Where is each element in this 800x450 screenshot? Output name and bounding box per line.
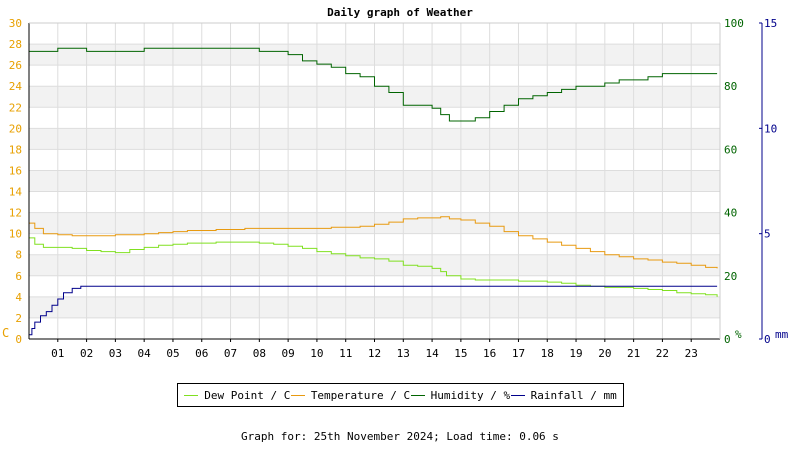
x-tick-label: 13 xyxy=(397,347,410,360)
y-tick-label-rain: 5 xyxy=(764,228,771,241)
y-tick-label-humidity: 100 xyxy=(724,17,744,30)
x-tick-label: 10 xyxy=(310,347,323,360)
series-line-temperature-c xyxy=(29,216,718,269)
legend: Dew Point / C Temperature / C Humidity / %… xyxy=(177,383,624,407)
y-tick-label-humidity: 80 xyxy=(724,80,737,93)
legend-label: Humidity / % xyxy=(430,388,511,402)
y-tick-label-left: 22 xyxy=(9,101,22,114)
left-axis-unit-label: C xyxy=(2,326,9,340)
y-tick-label-left: 16 xyxy=(9,164,22,177)
series-line-humidity xyxy=(29,47,718,122)
x-tick-label: 20 xyxy=(598,347,611,360)
x-tick-label: 15 xyxy=(454,347,467,360)
y-tick-label-left: 28 xyxy=(9,38,22,51)
x-tick-label: 02 xyxy=(80,347,93,360)
y-tick-label-left: 20 xyxy=(9,122,22,135)
x-tick-label: 11 xyxy=(339,347,352,360)
x-tick-label: 17 xyxy=(512,347,525,360)
y-tick-label-left: 8 xyxy=(15,249,22,262)
legend-swatch xyxy=(410,394,425,396)
x-tick-label: 12 xyxy=(368,347,381,360)
x-tick-label: 07 xyxy=(224,347,237,360)
y-tick-label-humidity: 20 xyxy=(724,270,737,283)
x-tick-label: 19 xyxy=(569,347,582,360)
x-tick-label: 14 xyxy=(425,347,439,360)
humidity-axis-unit-label: % xyxy=(735,328,742,341)
y-tick-label-left: 6 xyxy=(15,270,22,283)
footer-status: Graph for: 25th November 2024; Load time… xyxy=(241,430,559,443)
y-tick-label-humidity: 60 xyxy=(724,143,737,156)
y-tick-label-rain: 15 xyxy=(764,17,777,30)
legend-swatch xyxy=(184,394,199,396)
legend-item: Temperature / C xyxy=(290,388,411,402)
y-tick-label-left: 18 xyxy=(9,143,22,156)
x-tick-label: 16 xyxy=(483,347,496,360)
y-tick-label-rain: 10 xyxy=(764,122,777,135)
series-layer xyxy=(29,47,718,336)
chart-title: Daily graph of Weather xyxy=(327,6,473,19)
x-tick-label: 06 xyxy=(195,347,208,360)
x-tick-label: 23 xyxy=(685,347,698,360)
y-tick-label-left: 24 xyxy=(9,80,23,93)
legend-swatch xyxy=(290,394,305,396)
legend-label: Temperature / C xyxy=(310,388,411,402)
legend-item: Humidity / % xyxy=(410,388,511,402)
legend-label: Dew Point / C xyxy=(204,388,291,402)
x-tick-label: 21 xyxy=(627,347,640,360)
x-tick-label: 18 xyxy=(541,347,554,360)
y-tick-label-rain: 0 xyxy=(764,333,771,346)
y-tick-label-humidity: 40 xyxy=(724,207,737,220)
y-tick-label-left: 4 xyxy=(15,291,22,304)
legend-swatch xyxy=(510,394,525,396)
x-tick-label: 01 xyxy=(51,347,64,360)
y-tick-label-left: 2 xyxy=(15,312,22,325)
y-tick-label-left: 0 xyxy=(15,333,22,346)
y-tick-label-left: 10 xyxy=(9,228,22,241)
legend-item: Dew Point / C xyxy=(184,389,290,402)
y-tick-label-left: 12 xyxy=(9,207,22,220)
series-line-rainfall-mm xyxy=(29,285,718,336)
y-tick-label-left: 26 xyxy=(9,59,22,72)
x-tick-label: 04 xyxy=(138,347,152,360)
x-tick-label: 22 xyxy=(656,347,669,360)
x-tick-label: 08 xyxy=(253,347,266,360)
legend-item: Rainfall / mm xyxy=(510,388,617,402)
x-tick-label: 05 xyxy=(166,347,179,360)
rain-axis-unit-label: mm xyxy=(775,328,789,341)
y-tick-label-humidity: 0 xyxy=(724,333,731,346)
y-tick-label-left: 14 xyxy=(9,186,23,199)
legend-label: Rainfall / mm xyxy=(530,388,617,402)
y-tick-label-left: 30 xyxy=(9,17,22,30)
x-tick-label: 09 xyxy=(282,347,295,360)
series-line-dew-point-c xyxy=(29,237,718,297)
x-tick-label: 03 xyxy=(109,347,122,360)
